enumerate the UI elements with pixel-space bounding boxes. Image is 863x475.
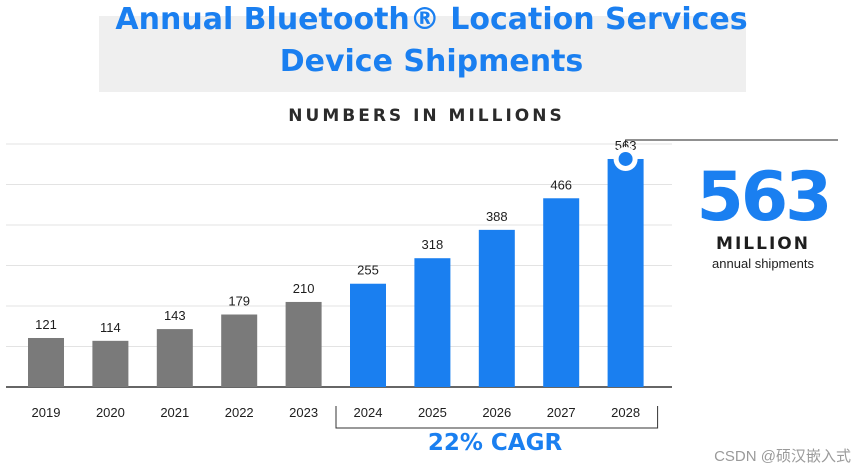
callout-number: 563 bbox=[696, 158, 833, 237]
bar-2021 bbox=[156, 329, 193, 387]
watermark: CSDN @硕汉嵌入式 bbox=[714, 448, 851, 465]
callout-unit: MILLION bbox=[716, 234, 810, 254]
x-tick-labels: 2019 2020 2021 2022 2023 2024 2025 2026 2027 2028 bbox=[32, 405, 641, 420]
cagr-bracket bbox=[335, 406, 659, 429]
tick-label-2019: 2019 bbox=[32, 405, 61, 420]
tick-label-2027: 2027 bbox=[547, 405, 576, 420]
bar-2024 bbox=[350, 283, 386, 387]
tick-label-2023: 2023 bbox=[289, 405, 318, 420]
tick-label-2028: 2028 bbox=[611, 405, 640, 420]
tick-label-2021: 2021 bbox=[160, 405, 189, 420]
bar-2019 bbox=[28, 337, 64, 387]
cagr-label: 22% CAGR bbox=[427, 430, 563, 456]
value-label-2020: 114 bbox=[100, 320, 121, 335]
tick-label-2025: 2025 bbox=[418, 405, 447, 420]
bar-2026 bbox=[478, 229, 515, 387]
bar-2025 bbox=[414, 258, 451, 387]
bar-2028 bbox=[607, 158, 644, 387]
bar-2022 bbox=[221, 314, 258, 387]
value-label-2022: 179 bbox=[228, 294, 250, 309]
chart-subtitle: NUMBERS IN MILLIONS bbox=[288, 106, 565, 126]
bar-2023 bbox=[285, 301, 322, 387]
bar-2020 bbox=[92, 340, 129, 387]
callout-description: annual shipments bbox=[712, 256, 814, 271]
tick-label-2026: 2026 bbox=[482, 405, 511, 420]
value-label-2023: 210 bbox=[293, 281, 315, 296]
tick-label-2022: 2022 bbox=[225, 405, 254, 420]
bar-2027 bbox=[543, 198, 580, 387]
value-label-2025: 318 bbox=[422, 237, 444, 252]
value-label-2026: 388 bbox=[486, 209, 508, 224]
value-label-2019: 121 bbox=[35, 317, 57, 332]
title-box bbox=[99, 16, 746, 92]
annotations bbox=[335, 139, 838, 429]
value-label-2027: 466 bbox=[550, 177, 572, 192]
chart-title-line-1: Annual Bluetooth® Location Services bbox=[115, 2, 748, 37]
bars bbox=[28, 158, 644, 387]
chart-title-line-2: Device Shipments bbox=[279, 44, 584, 79]
tick-label-2024: 2024 bbox=[354, 405, 383, 420]
callout-leader-line bbox=[625, 139, 838, 159]
value-label-2021: 143 bbox=[164, 308, 186, 323]
tick-label-2020: 2020 bbox=[96, 405, 125, 420]
marker-dot bbox=[618, 151, 633, 166]
value-label-2024: 255 bbox=[357, 263, 379, 278]
